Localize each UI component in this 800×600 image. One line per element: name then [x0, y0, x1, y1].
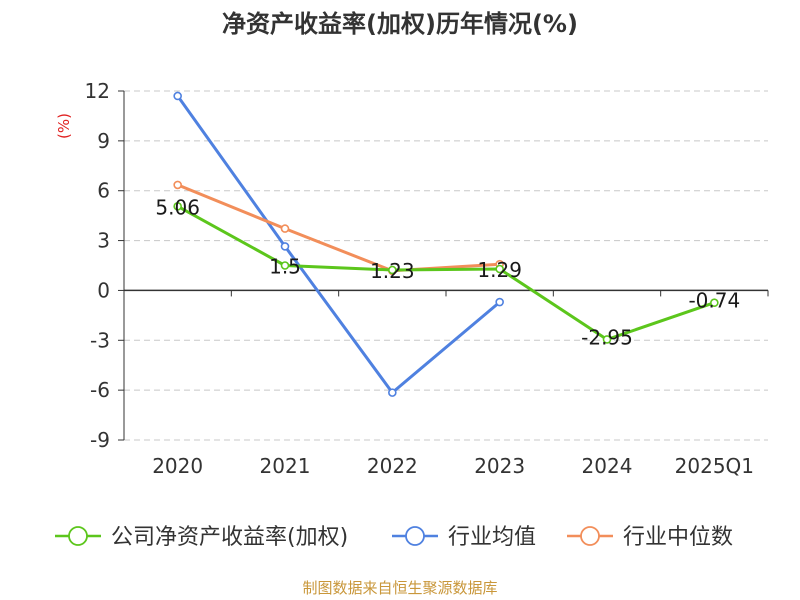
x-tick-labels: 2020 2021 2022 2023 2024 2025Q1 — [152, 454, 754, 478]
series-point-1 — [495, 297, 504, 307]
legend-swatch-marker — [580, 526, 600, 546]
series-point-1 — [280, 242, 290, 251]
series-point-0 — [388, 265, 397, 275]
series-point-0 — [280, 261, 290, 270]
y-tick-label: 6 — [97, 179, 110, 203]
series-point-0 — [602, 335, 612, 344]
grid-lines — [124, 90, 768, 441]
series-line-1 — [176, 95, 501, 395]
series-point-0 — [710, 298, 719, 308]
legend-label: 公司净资产收益率(加权) — [111, 525, 348, 550]
chart-title: 净资产收益率(加权)历年情况(%) — [222, 10, 578, 38]
y-tick-label: -9 — [90, 428, 110, 452]
x-tick-label: 2023 — [474, 454, 525, 478]
x-tick-label: 2024 — [582, 454, 633, 478]
series-point-2 — [280, 224, 290, 233]
series-point-0 — [173, 202, 182, 211]
y-tick-label: 12 — [85, 79, 110, 103]
data-label: 1.23 — [370, 259, 415, 283]
series-point-1 — [388, 388, 397, 397]
series-line-2 — [177, 183, 500, 273]
legend-label: 行业均值 — [448, 525, 536, 550]
y-tick-label: -3 — [90, 328, 110, 352]
y-tick-label: 0 — [97, 278, 110, 302]
data-label: -2.95 — [581, 325, 633, 349]
series-point-0 — [495, 264, 504, 274]
y-tick-labels: 12 9 6 3 0 -3 -6 -9 — [85, 79, 110, 452]
series-line-0 — [176, 204, 715, 341]
legend-swatch-marker — [68, 526, 88, 546]
y-axis-label: (%) — [55, 113, 73, 139]
data-labels: 5.06 1.5 1.23 1.29 -2.95 -0.74 — [155, 195, 740, 349]
series-point-2 — [173, 180, 182, 190]
data-label: 1.29 — [477, 258, 522, 282]
data-label: 5.06 — [155, 195, 200, 219]
legend-item-2[interactable]: 行业中位数 — [567, 525, 733, 550]
axes — [118, 90, 769, 441]
legend-item-0[interactable]: 公司净资产收益率(加权) — [55, 525, 348, 550]
x-tick-label: 2022 — [367, 454, 418, 478]
y-tick-label: 9 — [97, 129, 110, 153]
y-tick-label: -6 — [90, 378, 110, 402]
legend-item-1[interactable]: 行业均值 — [392, 525, 536, 550]
x-tick-label: 2021 — [260, 454, 311, 478]
series-point-1 — [173, 91, 182, 101]
source-note: 制图数据来自恒生聚源数据库 — [302, 579, 497, 597]
x-tick-label: 2025Q1 — [675, 454, 754, 478]
legend-swatch-marker — [405, 526, 425, 546]
x-tick-label: 2020 — [152, 454, 203, 478]
data-label: -0.74 — [688, 289, 740, 313]
legend[interactable]: 公司净资产收益率(加权) 行业均值 行业中位数 — [55, 525, 733, 550]
legend-label: 行业中位数 — [623, 525, 733, 550]
y-tick-label: 3 — [97, 229, 110, 253]
series-lines — [173, 91, 719, 397]
data-label: 1.5 — [269, 255, 301, 279]
